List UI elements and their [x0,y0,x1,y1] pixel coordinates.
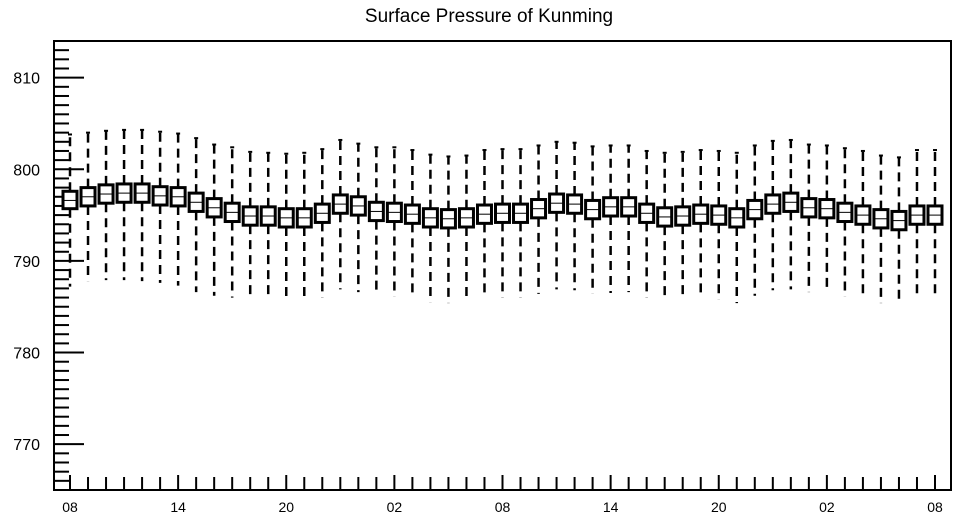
box-item [836,147,854,297]
box-item [602,144,620,293]
chart-title: Surface Pressure of Kunming [365,6,613,27]
box-item [710,149,728,300]
x-tick-label: 14 [170,499,186,515]
box-item [277,152,295,302]
x-tick-label: 14 [603,499,619,515]
box-item [151,130,169,283]
box-item [349,142,367,293]
box-item [818,144,836,293]
box-item [439,155,457,304]
x-axis: 08 14 20 02 08 14 20 02 08 [62,475,943,515]
box-item [692,149,710,298]
box-item [331,138,349,290]
box-item [97,129,115,281]
box-item [241,150,259,300]
x-tick-label: 20 [278,499,294,515]
box-series [61,128,944,304]
x-tick-label: 20 [711,499,727,515]
box-item [187,137,205,293]
x-tick-label: 08 [62,499,78,515]
box-item [908,149,926,299]
x-tick-label: 02 [387,499,403,515]
box-item [872,154,890,304]
box-item [403,149,421,298]
box-item [638,149,656,298]
box-item [223,146,241,298]
x-tick-label: 08 [927,499,943,515]
y-tick-label: 790 [13,254,40,271]
box-item [620,144,638,293]
x-tick-label: 08 [495,499,511,515]
box-item [205,143,223,296]
box-item [61,133,79,287]
box-item [295,151,313,301]
box-item [475,149,493,297]
box-item [169,132,187,286]
box-item [79,131,97,282]
y-tick-label: 810 [13,71,40,88]
box-item [313,148,331,298]
box-item [566,141,584,291]
box-item [530,144,548,294]
box-item [494,148,511,298]
box-item [133,128,151,282]
box-item [421,153,439,303]
box-item [584,145,602,294]
box-item [854,149,872,299]
box-item [548,140,566,290]
y-axis: 770 780 790 800 810 [13,40,84,491]
box-item [656,151,674,300]
box-item [259,151,277,300]
box-item [728,151,746,304]
box-item [385,146,403,297]
plot-frame [53,40,952,491]
box-item [367,146,385,294]
box-item [746,144,764,296]
box-item [512,148,530,298]
box-item [457,154,475,302]
box-item [115,128,133,281]
y-tick-label: 780 [13,346,40,363]
box-item [764,139,782,291]
box-item [782,138,800,290]
y-tick-label: 770 [13,437,40,454]
y-tick-label: 800 [13,162,40,179]
box-item [674,150,692,300]
box-item [926,149,944,299]
box-item [800,143,818,293]
box-item [890,156,908,304]
x-tick-label: 02 [819,499,835,515]
